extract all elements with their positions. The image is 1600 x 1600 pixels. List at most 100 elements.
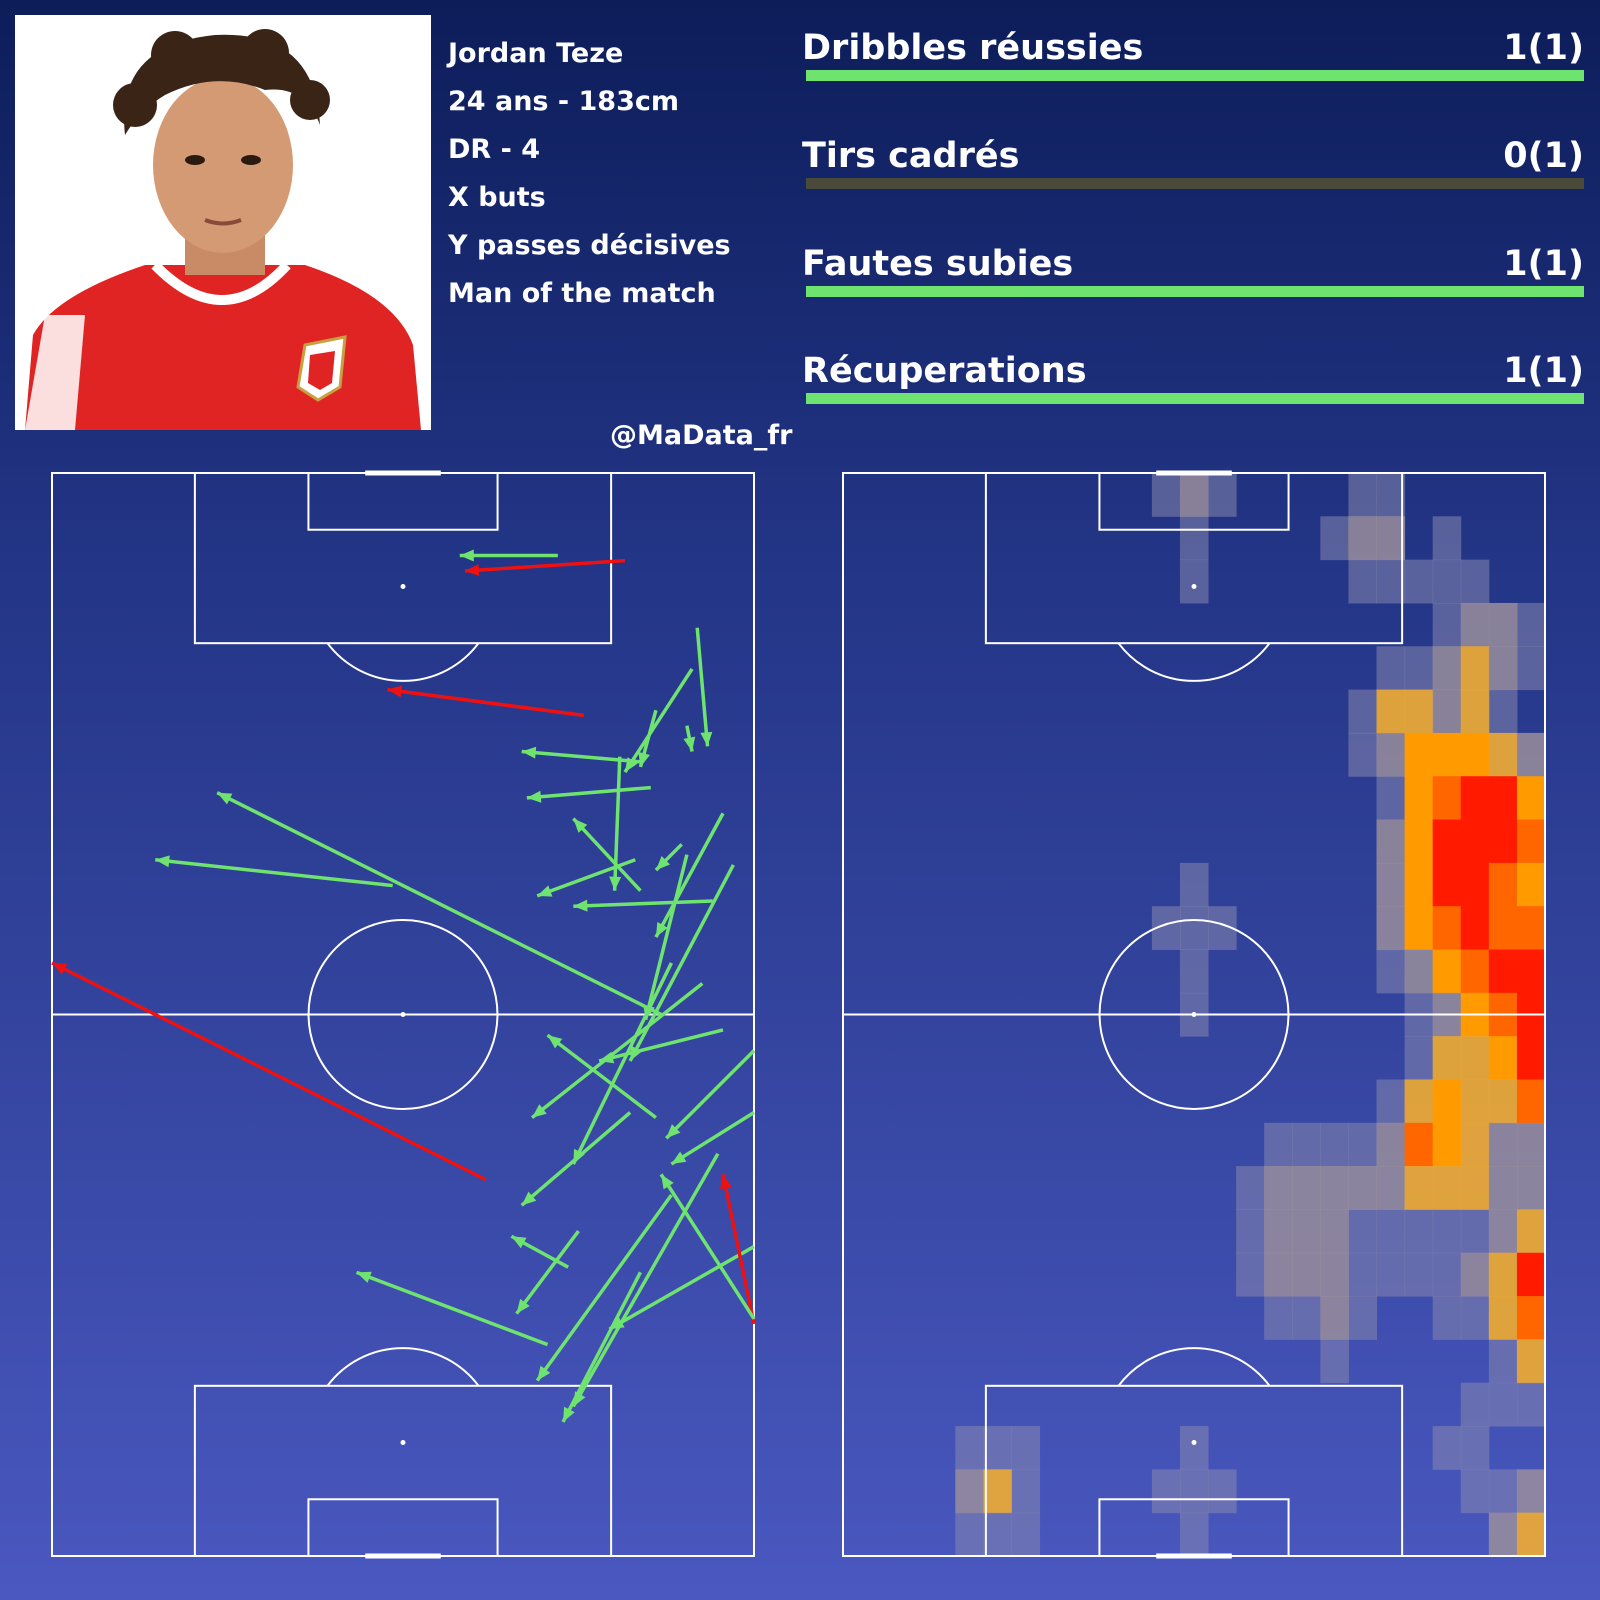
- pass-arrowhead: [537, 1365, 551, 1381]
- heatmap-cell: [1460, 559, 1490, 604]
- heatmap-cell: [1488, 1512, 1518, 1557]
- heatmap-cell: [1011, 1512, 1041, 1557]
- pass-arrowhead: [599, 1051, 615, 1064]
- heatmap-cell: [1179, 1469, 1209, 1514]
- heatmap-cell: [1179, 862, 1209, 907]
- pass-line: [515, 1230, 580, 1315]
- heatmap-cell: [1488, 732, 1518, 777]
- heatmap-cell: [1404, 732, 1434, 777]
- heatmap-cell: [1488, 819, 1518, 864]
- six-yard-box-top: [307, 472, 499, 531]
- heatmap-cells: [955, 473, 1546, 1557]
- heatmap-cell: [1292, 1252, 1321, 1297]
- pass-line: [665, 1049, 756, 1140]
- pass-arrowhead: [547, 1035, 563, 1049]
- heatmap-cell: [955, 1512, 984, 1557]
- heatmap-cell: [1179, 516, 1209, 561]
- heatmap-cell: [1516, 646, 1546, 691]
- pass-arrowhead: [666, 1124, 681, 1139]
- pass-arrowhead: [537, 885, 553, 897]
- heatmap-cell: [1348, 559, 1378, 604]
- heatmap-cell: [1011, 1469, 1041, 1514]
- heatmap-cell: [1292, 1166, 1321, 1210]
- heatmap-cell: [1488, 949, 1518, 994]
- heatmap-cell: [1348, 1252, 1378, 1297]
- pass-arrowhead: [526, 790, 542, 803]
- player-name: Jordan Teze: [448, 38, 624, 69]
- penalty-spot-top: [400, 583, 406, 589]
- stat-dribbles: Dribbles réussies 1(1): [802, 28, 1584, 88]
- heatmap-cell: [1404, 1079, 1434, 1124]
- six-yard-box-bottom: [307, 1498, 499, 1558]
- heatmap-cell: [1292, 1122, 1321, 1167]
- heatmap-cell: [1264, 1122, 1293, 1167]
- pass-line: [464, 558, 626, 573]
- heatmap-cell: [1432, 1426, 1462, 1470]
- heatmap-cell: [1516, 1252, 1546, 1297]
- heatmap-cell: [1460, 906, 1490, 951]
- player-photo: [15, 15, 431, 430]
- heatmap-cell: [1488, 1339, 1518, 1384]
- stat-label: Tirs cadrés: [802, 136, 1020, 176]
- heatmap-cell: [1376, 646, 1406, 691]
- pass-arrowhead: [511, 1236, 527, 1249]
- player-award: Man of the match: [448, 278, 716, 309]
- pass-arrowhead: [638, 751, 650, 767]
- heatmap-cell: [1348, 732, 1378, 777]
- pass-arrowhead: [573, 899, 588, 912]
- heatmap-cell: [1404, 949, 1434, 994]
- heatmap-cell: [1348, 1122, 1378, 1167]
- heatmap-cell: [1376, 819, 1406, 864]
- heatmap-cell: [1348, 1209, 1378, 1254]
- pass-line: [695, 627, 710, 747]
- penalty-box-bottom: [193, 1384, 613, 1558]
- heatmap-cell: [1460, 732, 1490, 777]
- heatmap-cell: [1320, 1252, 1349, 1297]
- heatmap-cell: [1348, 516, 1378, 561]
- pass-arrows: [51, 549, 756, 1423]
- heatmap-cell: [1432, 646, 1462, 691]
- pass-line: [608, 1245, 755, 1331]
- pass-line: [721, 1174, 756, 1325]
- pass-line: [536, 858, 636, 898]
- heatmap-cell: [1432, 559, 1462, 604]
- heatmap-cell: [1516, 949, 1546, 994]
- heatmap-cell: [1488, 1209, 1518, 1254]
- player-assists: Y passes décisives: [448, 230, 731, 261]
- heatmap-cell: [1516, 1382, 1546, 1427]
- heatmap-cell: [1432, 1209, 1462, 1254]
- heatmap-pitch: [842, 470, 1546, 1559]
- pass-arrowhead: [661, 1174, 674, 1190]
- heatmap-cell: [1460, 1166, 1490, 1210]
- pass-arrowhead: [521, 1191, 537, 1206]
- heatmap-cell: [1432, 776, 1462, 821]
- heatmap-cell: [1488, 1296, 1518, 1340]
- pass-arrowhead: [563, 1406, 575, 1422]
- heatmap-cell: [1376, 1209, 1406, 1254]
- pass-line: [572, 817, 642, 892]
- heatmap-cell: [1488, 1252, 1518, 1297]
- pass-line: [612, 756, 622, 891]
- pass-line: [643, 854, 689, 1021]
- heatmap-cell: [1236, 1166, 1265, 1210]
- pass-line: [654, 812, 725, 938]
- heatmap-cell: [1460, 1382, 1490, 1427]
- heatmap-cell: [1432, 602, 1462, 647]
- heatmap-cell: [1404, 1252, 1434, 1297]
- heatmap-cell: [1488, 689, 1518, 734]
- heatmap-cell: [1432, 1122, 1462, 1167]
- heatmap-cell: [983, 1426, 1012, 1470]
- player-position: DR - 4: [448, 134, 540, 165]
- heatmap-cell: [1460, 646, 1490, 691]
- heatmap-cell: [1488, 602, 1518, 647]
- heatmap-cell: [1179, 1426, 1209, 1470]
- heatmap-cell: [1432, 862, 1462, 907]
- heatmap-cell: [1236, 1209, 1265, 1254]
- pass-line: [530, 982, 704, 1120]
- heatmap-cell: [1460, 1252, 1490, 1297]
- heatmap-cell: [1488, 1122, 1518, 1167]
- pass-line: [546, 1033, 657, 1120]
- player-info: Jordan Teze 24 ans - 183cm DR - 4 X buts…: [448, 36, 731, 324]
- heatmap-cell: [1516, 776, 1546, 821]
